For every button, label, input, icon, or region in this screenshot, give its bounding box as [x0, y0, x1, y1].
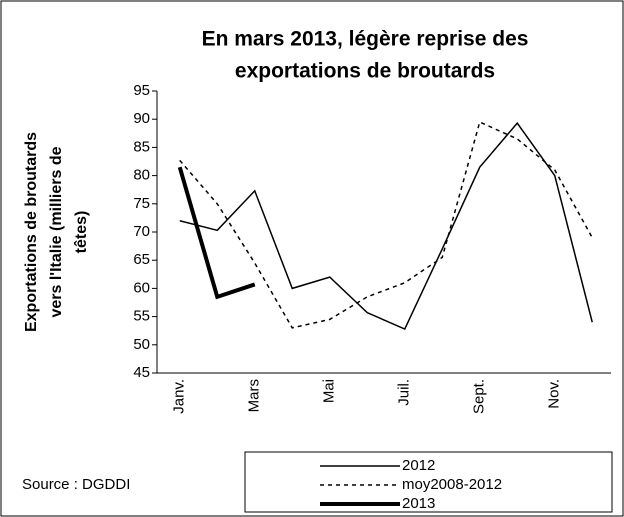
- y-tick-label: 90: [133, 110, 150, 127]
- y-tick-label: 80: [133, 167, 150, 184]
- y-axis-label: Exportations de broutards vers l'Italie …: [23, 132, 90, 332]
- legend-label: 2012: [402, 457, 435, 474]
- x-tick-label: Janv.: [171, 379, 188, 414]
- chart-title: exportations de broutards: [235, 60, 495, 83]
- x-tick-label-group: Mars: [246, 379, 263, 412]
- x-tick-label-group: Nov.: [546, 379, 563, 409]
- x-tick-label: Mars: [246, 379, 263, 412]
- x-tick-label: Nov.: [546, 379, 563, 409]
- legend-label: 2013: [402, 495, 435, 512]
- series-line: [179, 120, 593, 329]
- y-tick-label: 95: [133, 82, 150, 99]
- y-tick-label: 55: [133, 308, 150, 325]
- y-axis-label-line: vers l'Italie (milliers de: [48, 146, 65, 317]
- x-tick-label: Mai: [321, 379, 338, 403]
- x-tick-label-group: Juil.: [396, 379, 413, 406]
- series-line: [179, 121, 593, 330]
- y-axis-label-line: têtes): [73, 211, 90, 254]
- legend-label: moy2008-2012: [402, 476, 502, 493]
- x-tick-label-group: Sept.: [471, 379, 488, 414]
- y-tick-label: 60: [133, 279, 150, 296]
- legend-box: [244, 451, 613, 513]
- y-tick-label: 85: [133, 138, 150, 155]
- y-tick-label: 45: [133, 364, 150, 381]
- x-tick-label-group: Mai: [321, 379, 338, 403]
- y-tick-label: 65: [133, 251, 150, 268]
- y-tick-label: 75: [133, 195, 150, 212]
- series-line: [177, 166, 256, 300]
- y-tick-label: 70: [133, 223, 150, 240]
- y-tick-label: 50: [133, 336, 150, 353]
- x-tick-label-group: Janv.: [171, 379, 188, 414]
- source: Source : DGDDI: [22, 476, 130, 493]
- x-tick-label: Juil.: [396, 379, 413, 406]
- y-axis-label-line: Exportations de broutards: [23, 132, 40, 332]
- chart-title: En mars 2013, légère reprise des: [202, 28, 529, 51]
- x-tick-label: Sept.: [471, 379, 488, 414]
